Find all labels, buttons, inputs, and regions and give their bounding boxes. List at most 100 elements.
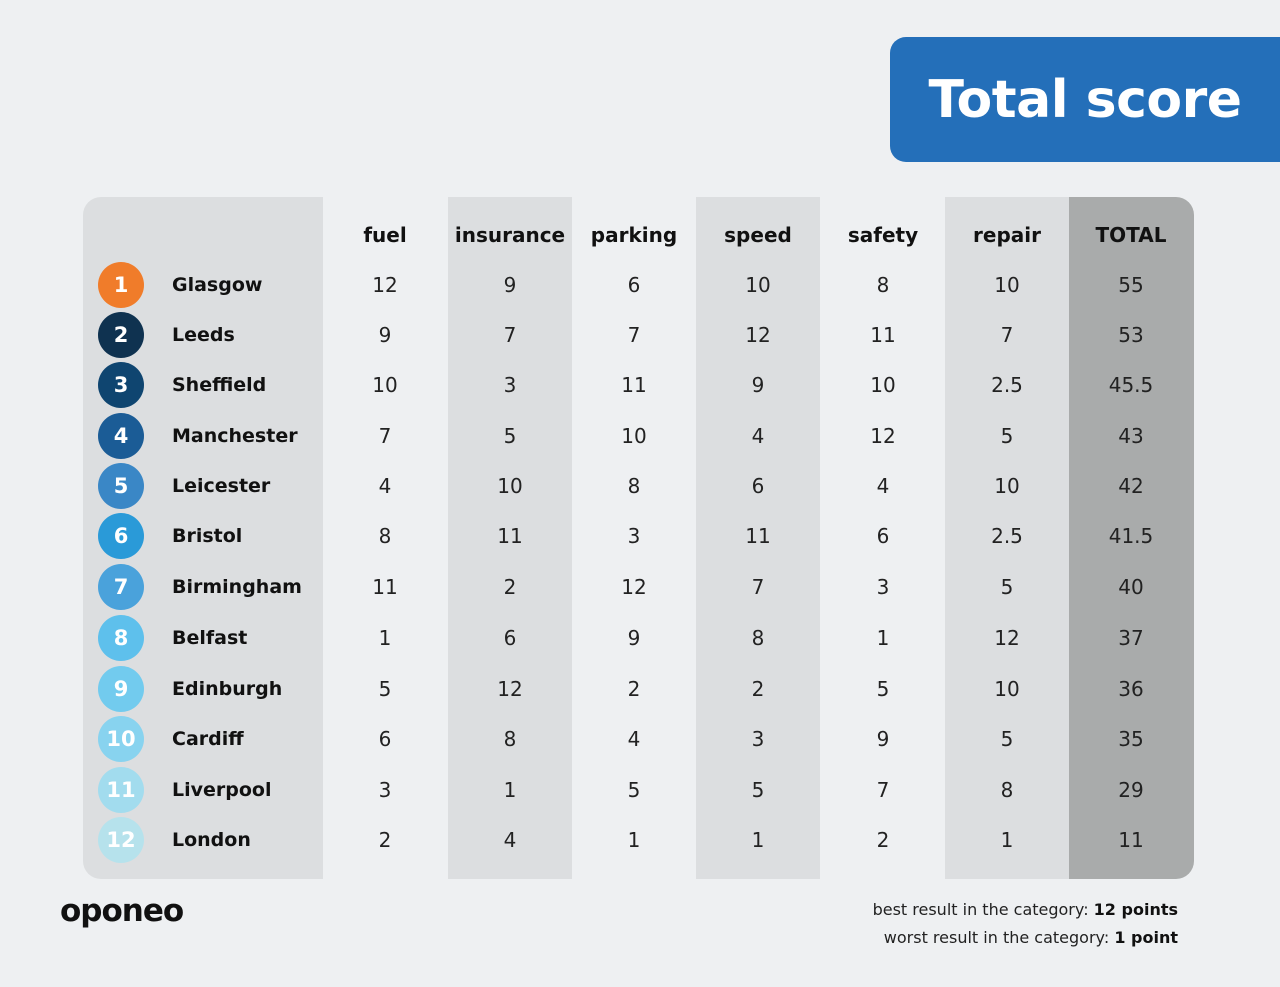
score-cell-total: 42	[1118, 474, 1144, 498]
score-cell-total: 40	[1118, 575, 1144, 599]
score-cell-repair: 7	[1000, 323, 1014, 347]
score-cell-safety: 3	[876, 575, 890, 599]
city-name: Edinburgh	[172, 678, 283, 700]
score-cell-insurance: 8	[503, 727, 517, 751]
score-cell-speed: 4	[751, 424, 765, 448]
city-name: Manchester	[172, 425, 298, 447]
score-cell-parking: 12	[621, 575, 647, 599]
column-header-repair: repair	[973, 223, 1041, 247]
score-cell-parking: 9	[627, 626, 641, 650]
score-cell-safety: 12	[870, 424, 896, 448]
score-cell-safety: 1	[876, 626, 890, 650]
score-cell-fuel: 10	[372, 373, 398, 397]
brand-logo: oponeo	[60, 893, 184, 929]
score-cell-total: 53	[1118, 323, 1144, 347]
score-cell-insurance: 1	[503, 778, 517, 802]
score-cell-parking: 3	[627, 524, 641, 548]
rank-badge: 10	[98, 716, 144, 762]
city-name: Liverpool	[172, 779, 272, 801]
rank-badge: 6	[98, 513, 144, 559]
score-cell-speed: 11	[745, 524, 771, 548]
rank-badge: 4	[98, 413, 144, 459]
city-name: Leeds	[172, 324, 235, 346]
city-name: Sheffield	[172, 374, 267, 396]
column-header-parking: parking	[590, 223, 678, 247]
rank-badge: 12	[98, 817, 144, 863]
score-cell-repair: 1	[1000, 828, 1014, 852]
score-cell-parking: 2	[627, 677, 641, 701]
score-cell-insurance: 12	[497, 677, 523, 701]
score-cell-total: 43	[1118, 424, 1144, 448]
score-cell-speed: 2	[751, 677, 765, 701]
score-cell-fuel: 11	[372, 575, 398, 599]
score-cell-speed: 6	[751, 474, 765, 498]
score-cell-fuel: 5	[378, 677, 392, 701]
score-cell-parking: 8	[627, 474, 641, 498]
legend-worst: worst result in the category: 1 point	[884, 927, 1178, 949]
score-cell-repair: 5	[1000, 424, 1014, 448]
score-cell-insurance: 9	[503, 273, 517, 297]
city-name: Cardiff	[172, 728, 244, 750]
score-cell-fuel: 9	[378, 323, 392, 347]
score-cell-fuel: 8	[378, 524, 392, 548]
score-cell-repair: 10	[994, 677, 1020, 701]
city-name: Leicester	[172, 475, 271, 497]
score-cell-insurance: 5	[503, 424, 517, 448]
score-cell-repair: 2.5	[991, 524, 1023, 548]
column-header-total: TOTAL	[1095, 223, 1167, 247]
rank-badge: 11	[98, 767, 144, 813]
score-cell-safety: 11	[870, 323, 896, 347]
column-header-insurance: insurance	[454, 223, 566, 247]
score-cell-repair: 5	[1000, 727, 1014, 751]
score-cell-fuel: 6	[378, 727, 392, 751]
score-cell-safety: 7	[876, 778, 890, 802]
legend-best: best result in the category: 12 points	[873, 899, 1178, 921]
column-band-insurance	[448, 197, 572, 879]
score-cell-repair: 12	[994, 626, 1020, 650]
score-cell-parking: 10	[621, 424, 647, 448]
score-cell-total: 35	[1118, 727, 1144, 751]
score-cell-fuel: 7	[378, 424, 392, 448]
page-title: Total score	[928, 69, 1242, 130]
score-cell-safety: 10	[870, 373, 896, 397]
city-name: Bristol	[172, 525, 243, 547]
score-cell-speed: 3	[751, 727, 765, 751]
column-header-safety: safety	[847, 223, 919, 247]
rank-badge: 2	[98, 312, 144, 358]
score-cell-insurance: 7	[503, 323, 517, 347]
score-cell-repair: 10	[994, 273, 1020, 297]
score-cell-repair: 2.5	[991, 373, 1023, 397]
score-cell-safety: 2	[876, 828, 890, 852]
score-cell-parking: 1	[627, 828, 641, 852]
rank-badge: 9	[98, 666, 144, 712]
column-header-fuel: fuel	[363, 223, 407, 247]
rank-badge: 5	[98, 463, 144, 509]
rank-badge: 8	[98, 615, 144, 661]
score-cell-total: 29	[1118, 778, 1144, 802]
score-cell-speed: 5	[751, 778, 765, 802]
score-cell-speed: 12	[745, 323, 771, 347]
score-cell-speed: 1	[751, 828, 765, 852]
score-cell-total: 11	[1118, 828, 1144, 852]
column-header-speed: speed	[724, 223, 792, 247]
score-cell-insurance: 4	[503, 828, 517, 852]
score-cell-safety: 9	[876, 727, 890, 751]
score-cell-repair: 5	[1000, 575, 1014, 599]
score-cell-parking: 7	[627, 323, 641, 347]
score-cell-total: 36	[1118, 677, 1144, 701]
score-cell-safety: 4	[876, 474, 890, 498]
score-cell-insurance: 2	[503, 575, 517, 599]
city-name: Birmingham	[172, 576, 302, 598]
score-cell-fuel: 2	[378, 828, 392, 852]
score-cell-fuel: 1	[378, 626, 392, 650]
score-cell-speed: 7	[751, 575, 765, 599]
score-cell-parking: 6	[627, 273, 641, 297]
score-cell-insurance: 10	[497, 474, 523, 498]
score-cell-speed: 9	[751, 373, 765, 397]
score-cell-repair: 8	[1000, 778, 1014, 802]
rank-badge: 1	[98, 262, 144, 308]
city-name: Glasgow	[172, 274, 263, 296]
score-cell-fuel: 4	[378, 474, 392, 498]
score-cell-safety: 6	[876, 524, 890, 548]
